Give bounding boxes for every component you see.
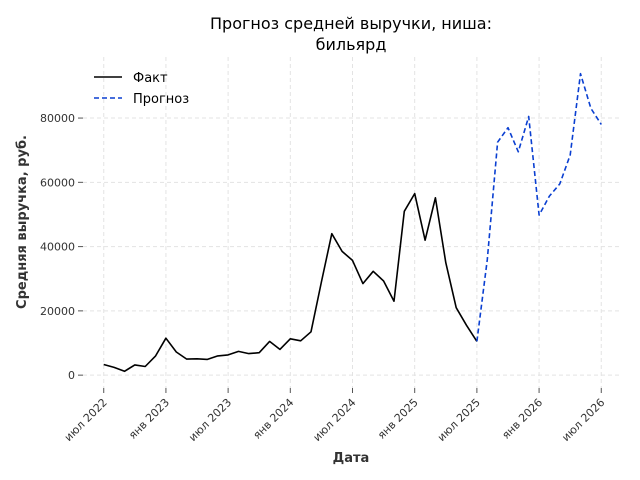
legend-label-fact: Факт <box>133 71 168 86</box>
y-tick-label: 40000 <box>40 241 75 254</box>
series-line-forecast <box>476 72 602 342</box>
series-line-fact <box>103 192 478 373</box>
plot-area <box>103 72 602 373</box>
legend: Факт Прогноз <box>94 71 189 107</box>
y-axis-label: Средняя выручка, руб. <box>15 135 30 309</box>
y-tick-label: 0 <box>68 369 75 382</box>
y-axis: 0 20000 40000 60000 80000 <box>40 112 83 382</box>
chart-title-line-1: Прогноз средней выручки, ниша: <box>210 14 492 33</box>
chart-title-line-2: бильярд <box>316 35 387 54</box>
x-axis-label: Дата <box>333 451 370 466</box>
y-tick-label: 60000 <box>40 176 75 189</box>
y-tick-label: 80000 <box>40 112 75 125</box>
grid <box>83 57 622 388</box>
y-tick-label: 20000 <box>40 305 75 318</box>
legend-label-forecast: Прогноз <box>133 92 189 107</box>
